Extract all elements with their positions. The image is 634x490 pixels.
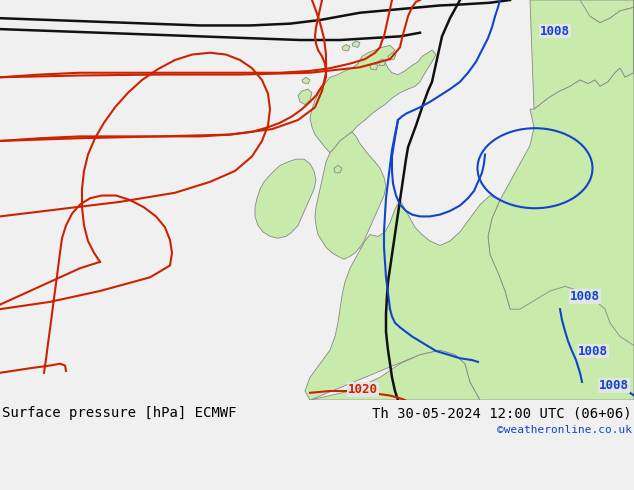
- Text: 1020: 1020: [348, 383, 378, 396]
- Bar: [0, 400, 634, 427]
- Polygon shape: [302, 77, 310, 84]
- Polygon shape: [315, 132, 386, 259]
- Text: ©weatheronline.co.uk: ©weatheronline.co.uk: [497, 425, 632, 435]
- Polygon shape: [255, 159, 316, 238]
- Text: 1008: 1008: [540, 24, 570, 38]
- Polygon shape: [530, 0, 634, 23]
- Text: Surface pressure [hPa] ECMWF: Surface pressure [hPa] ECMWF: [2, 406, 236, 420]
- Polygon shape: [342, 45, 350, 51]
- Polygon shape: [370, 64, 378, 70]
- Polygon shape: [298, 89, 312, 104]
- Text: Th 30-05-2024 12:00 UTC (06+06): Th 30-05-2024 12:00 UTC (06+06): [372, 406, 632, 420]
- Polygon shape: [310, 350, 480, 400]
- Text: 1008: 1008: [599, 379, 629, 392]
- Text: 1008: 1008: [570, 290, 600, 303]
- Polygon shape: [378, 59, 386, 66]
- Polygon shape: [305, 196, 634, 400]
- Polygon shape: [530, 0, 634, 109]
- Text: 1008: 1008: [578, 344, 608, 358]
- Polygon shape: [352, 41, 360, 47]
- Polygon shape: [310, 46, 436, 153]
- Polygon shape: [388, 53, 396, 60]
- Polygon shape: [470, 0, 634, 400]
- Polygon shape: [334, 166, 342, 173]
